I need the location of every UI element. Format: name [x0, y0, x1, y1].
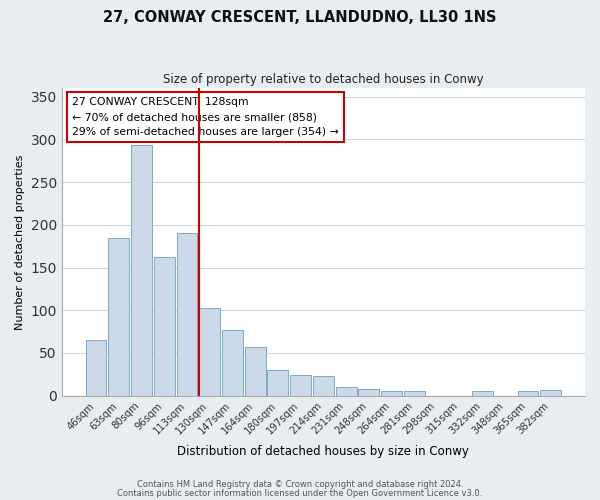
Bar: [131, 146, 152, 396]
Bar: [86, 340, 106, 396]
Title: Size of property relative to detached houses in Conwy: Size of property relative to detached ho…: [163, 72, 484, 86]
Text: 27 CONWAY CRESCENT: 128sqm
← 70% of detached houses are smaller (858)
29% of sem: 27 CONWAY CRESCENT: 128sqm ← 70% of deta…: [72, 98, 339, 137]
Bar: [358, 389, 379, 396]
Bar: [404, 392, 425, 396]
Bar: [199, 308, 220, 396]
Y-axis label: Number of detached properties: Number of detached properties: [15, 154, 25, 330]
Bar: [381, 392, 402, 396]
Text: Contains HM Land Registry data © Crown copyright and database right 2024.: Contains HM Land Registry data © Crown c…: [137, 480, 463, 489]
Bar: [268, 370, 289, 396]
Bar: [472, 392, 493, 396]
Bar: [541, 390, 561, 396]
Bar: [154, 258, 175, 396]
Bar: [245, 347, 266, 396]
Bar: [176, 234, 197, 396]
Bar: [290, 375, 311, 396]
X-axis label: Distribution of detached houses by size in Conwy: Distribution of detached houses by size …: [178, 444, 469, 458]
Text: 27, CONWAY CRESCENT, LLANDUDNO, LL30 1NS: 27, CONWAY CRESCENT, LLANDUDNO, LL30 1NS: [103, 10, 497, 25]
Bar: [109, 238, 129, 396]
Bar: [222, 330, 243, 396]
Text: Contains public sector information licensed under the Open Government Licence v3: Contains public sector information licen…: [118, 488, 482, 498]
Bar: [518, 390, 538, 396]
Bar: [313, 376, 334, 396]
Bar: [335, 387, 356, 396]
